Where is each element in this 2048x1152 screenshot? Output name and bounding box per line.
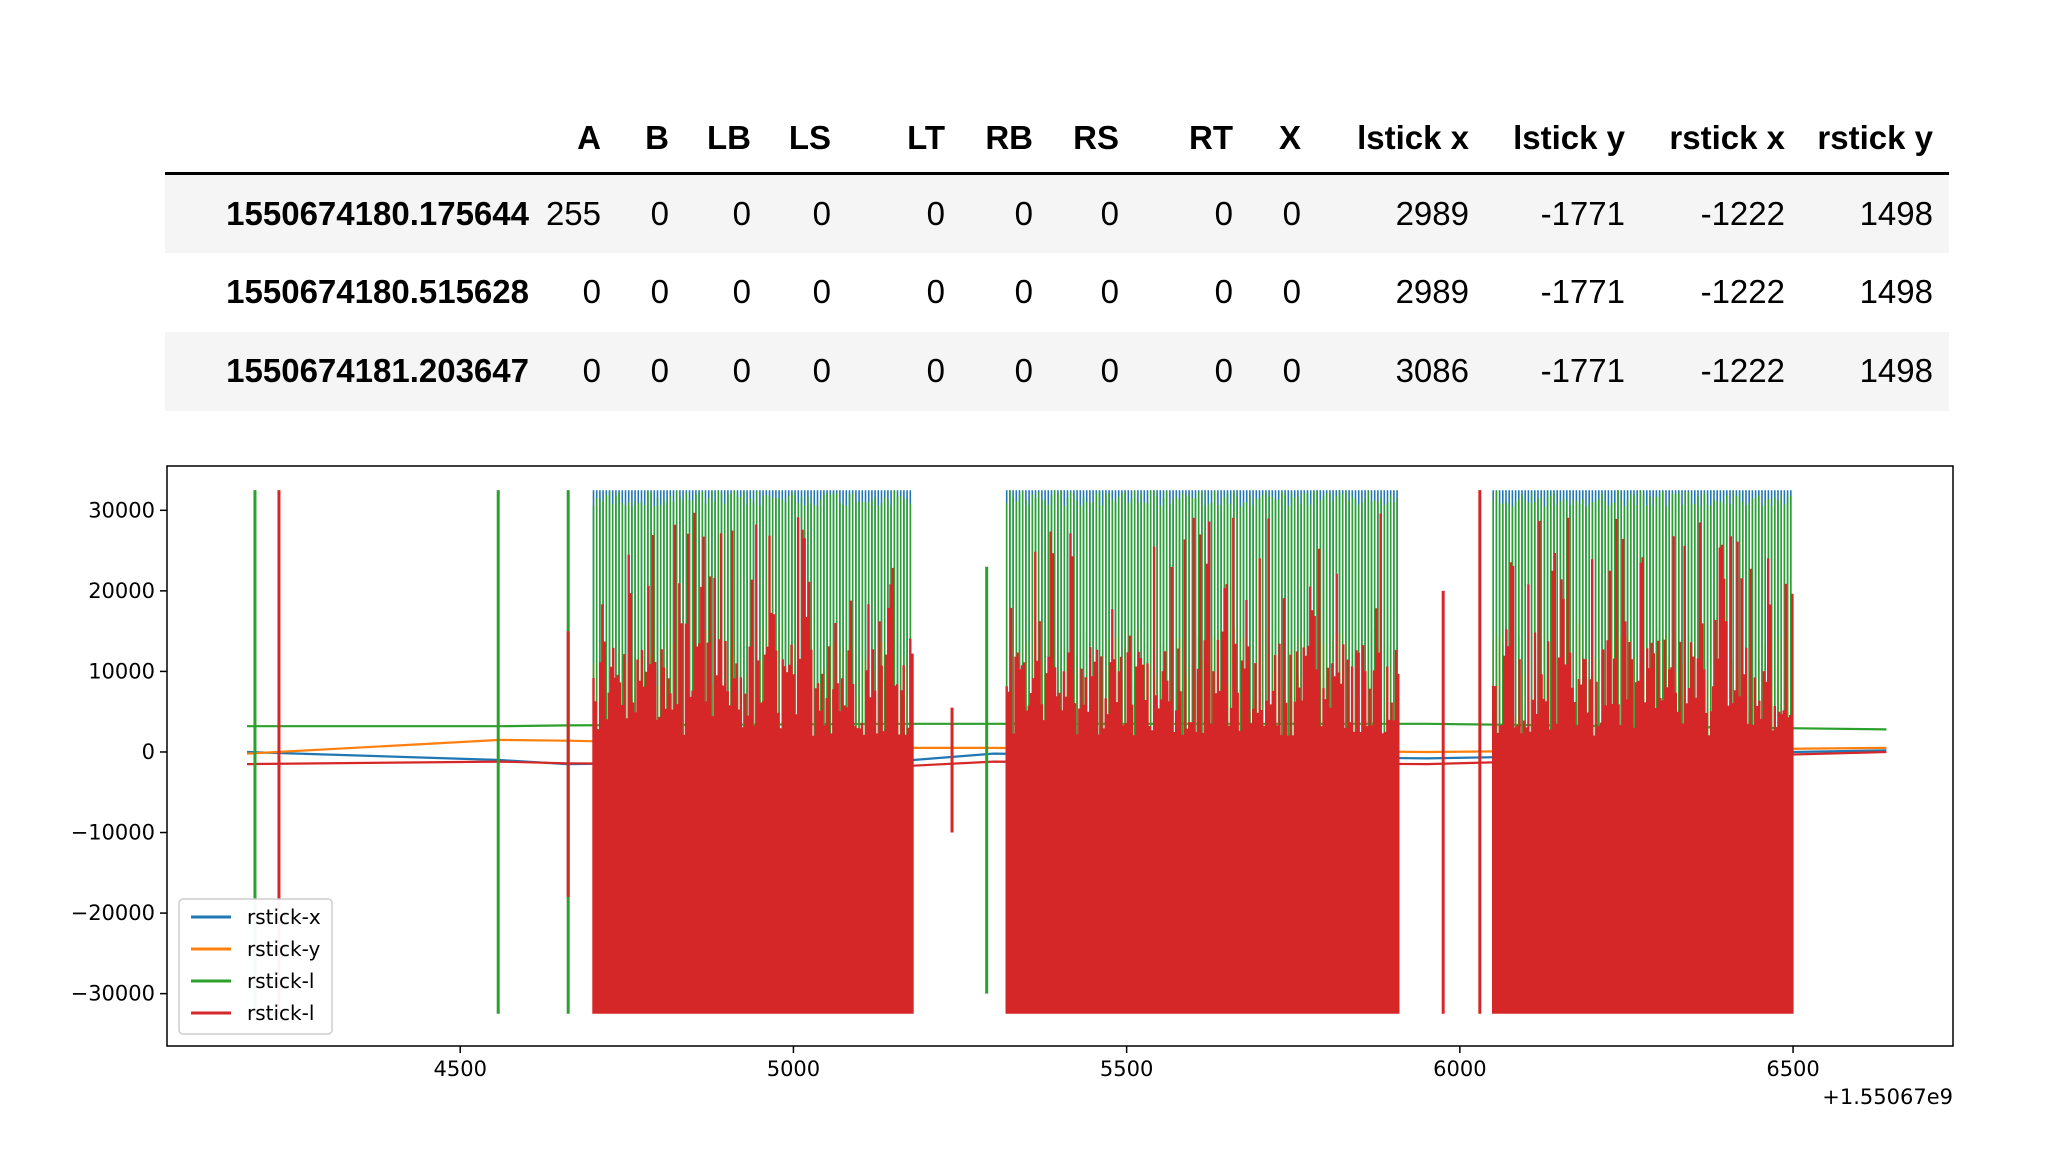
table-cell: 0: [1214, 273, 1233, 310]
table-cell: -1222: [1700, 194, 1785, 232]
y-tick-label: 10000: [88, 659, 155, 683]
table-cell: 1498: [1859, 194, 1933, 232]
table-cell: -1771: [1540, 273, 1625, 310]
table-cell: 0: [1282, 194, 1301, 232]
legend: rstick-x rstick-y rstick-l rstick-l: [178, 898, 333, 1035]
table-cell: 0: [812, 194, 831, 232]
table-cell: 0: [1282, 352, 1301, 389]
column-header: RS: [1049, 104, 1135, 175]
legend-label: rstick-x: [247, 905, 321, 929]
legend-label: rstick-y: [247, 937, 320, 961]
x-tick-label: 5500: [1100, 1057, 1153, 1081]
x-offset-label: +1.55067e9: [1822, 1085, 1953, 1109]
table-cell: -1771: [1540, 352, 1625, 389]
table-cell: -1222: [1700, 273, 1785, 310]
table-cell: 255: [545, 194, 601, 232]
dataframe-table: A B LB LS LT RB RS RT X lstick x lstick …: [165, 104, 1949, 411]
column-header: rstick y: [1801, 104, 1949, 175]
table-cell: 0: [1214, 194, 1233, 232]
table-cell: 1498: [1859, 273, 1933, 310]
plot-frame: [166, 465, 1954, 1047]
y-tick-label: −30000: [71, 982, 155, 1006]
table-cell: 0: [1282, 273, 1301, 310]
x-tick-label: 4500: [433, 1057, 486, 1081]
column-header: LB: [685, 104, 767, 175]
table-cell: 0: [582, 273, 601, 310]
legend-label: rstick-l: [247, 969, 314, 993]
table-cell: 0: [926, 352, 945, 389]
plot-area: [246, 490, 1887, 1014]
table-row: 1550674180.515628 0 0 0 0 0 0 0 0 0 2989…: [165, 253, 1949, 332]
table-cell: 0: [732, 194, 751, 232]
table-row: 1550674180.175644 255 0 0 0 0 0 0 0 0 29…: [165, 173, 1949, 253]
table-header-row: A B LB LS LT RB RS RT X lstick x lstick …: [165, 104, 1949, 175]
legend-label: rstick-l: [247, 1001, 314, 1025]
y-tick-label: 0: [142, 740, 155, 764]
series-dense-rstick-l-3: [1492, 517, 1794, 1014]
column-header: RB: [961, 104, 1049, 175]
y-tick-label: −10000: [71, 821, 155, 845]
column-header: LS: [767, 104, 847, 175]
table-row: 1550674181.203647 0 0 0 0 0 0 0 0 0 3086…: [165, 331, 1949, 411]
table-cell: 0: [732, 273, 751, 310]
column-header: lstick x: [1317, 104, 1485, 175]
table-cell: 0: [812, 352, 831, 389]
table-cell: 0: [650, 194, 669, 232]
table-cell: 1498: [1859, 352, 1933, 389]
table-cell: 0: [1014, 273, 1033, 310]
table-cell: 0: [650, 273, 669, 310]
table-cell: 0: [1100, 273, 1119, 310]
y-tick-label: 20000: [88, 579, 155, 603]
column-header: B: [617, 104, 685, 175]
column-header: rstick x: [1641, 104, 1801, 175]
y-tick-label: 30000: [88, 498, 155, 522]
column-header: LT: [847, 104, 961, 175]
table-cell: 0: [582, 352, 601, 389]
column-header: X: [1249, 104, 1317, 175]
row-index: 1550674180.515628: [226, 273, 529, 310]
table-cell: 0: [732, 352, 751, 389]
series-dense-rstick-l-3: [592, 512, 914, 1014]
legend-box: [178, 898, 333, 1035]
table-cell: -1222: [1700, 352, 1785, 389]
table-cell: 0: [1100, 194, 1119, 232]
table-cell: 3086: [1395, 352, 1469, 389]
table-cell: 0: [926, 273, 945, 310]
table-cell: 0: [1100, 352, 1119, 389]
table-cell: -1771: [1540, 194, 1625, 232]
table-cell: 2989: [1395, 194, 1469, 232]
table-cell: 2989: [1395, 273, 1469, 310]
table-cell: 0: [1214, 352, 1233, 389]
x-tick-label: 5000: [767, 1057, 820, 1081]
table-cell: 0: [1014, 194, 1033, 232]
column-header: RT: [1135, 104, 1249, 175]
x-tick-label: 6500: [1766, 1057, 1819, 1081]
table-cell: 0: [926, 194, 945, 232]
index-header: [165, 104, 545, 175]
table-cell: 0: [650, 352, 669, 389]
series-dense-rstick-l-3: [1005, 513, 1400, 1014]
table-cell: 0: [1014, 352, 1033, 389]
row-index: 1550674180.175644: [226, 194, 529, 232]
row-index: 1550674181.203647: [226, 352, 529, 389]
x-tick-label: 6000: [1433, 1057, 1486, 1081]
column-header: A: [545, 104, 617, 175]
y-tick-label: −20000: [71, 901, 155, 925]
column-header: lstick y: [1485, 104, 1641, 175]
table-cell: 0: [812, 273, 831, 310]
